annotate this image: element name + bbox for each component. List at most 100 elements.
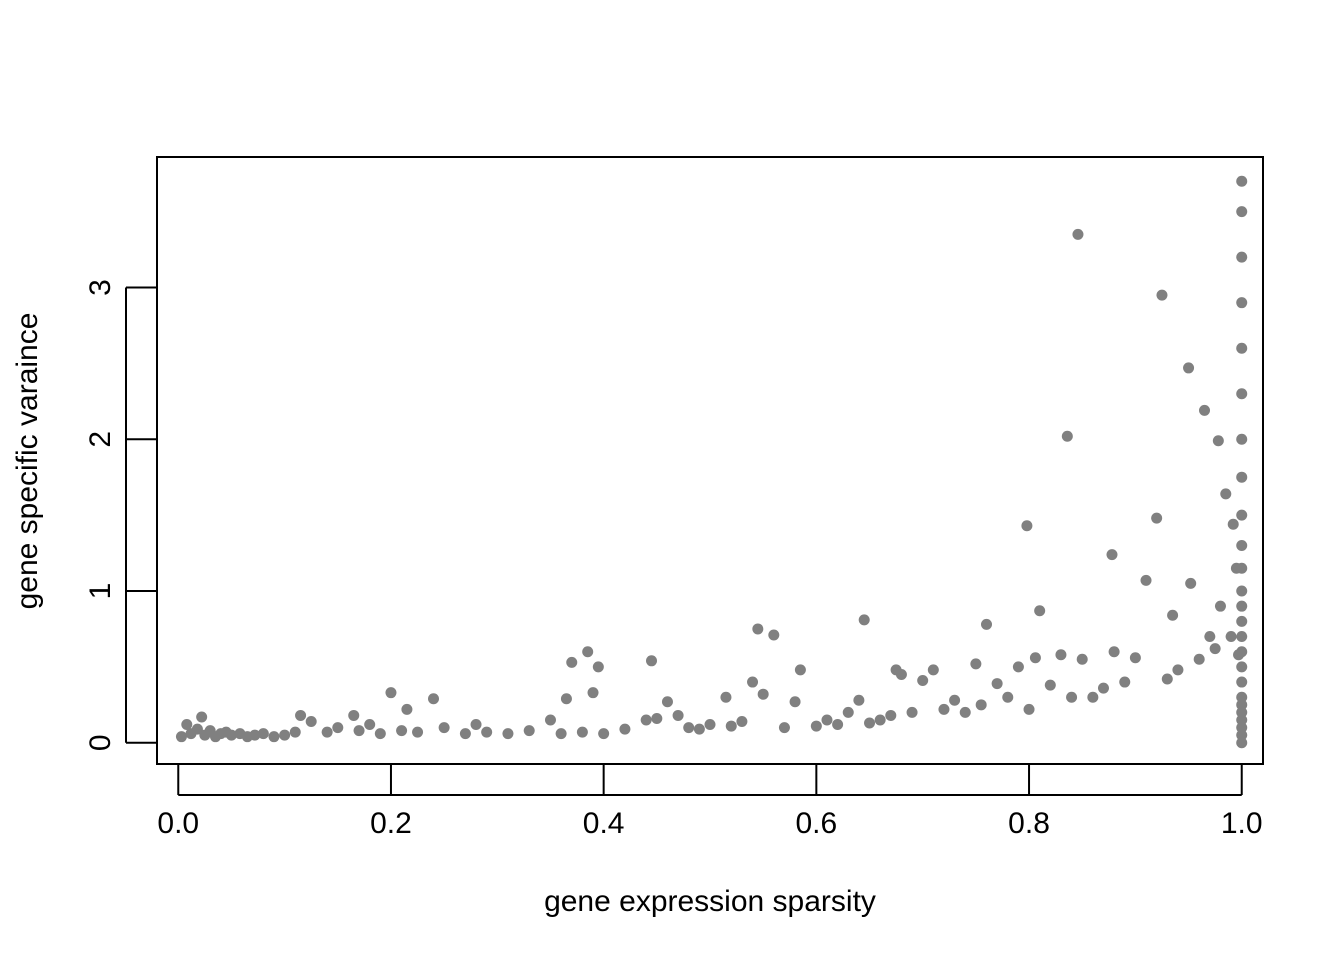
data-point xyxy=(991,678,1003,690)
data-point xyxy=(1236,737,1248,749)
data-point xyxy=(821,714,833,726)
data-point xyxy=(566,656,578,668)
data-point xyxy=(560,693,572,705)
data-point xyxy=(885,709,897,721)
data-point xyxy=(1044,679,1056,691)
data-point xyxy=(1236,206,1248,218)
data-point xyxy=(975,699,987,711)
data-point xyxy=(1185,577,1197,589)
x-tick-label: 0.2 xyxy=(370,807,412,840)
y-tick-label: 3 xyxy=(84,279,117,296)
data-point xyxy=(757,688,769,700)
data-point xyxy=(1236,706,1248,718)
data-point xyxy=(502,728,514,740)
data-point xyxy=(704,719,716,731)
data-point xyxy=(598,728,610,740)
data-point xyxy=(1236,251,1248,263)
data-point xyxy=(768,629,780,641)
data-point xyxy=(1119,676,1131,688)
data-point xyxy=(1012,661,1024,673)
data-point xyxy=(789,696,801,708)
data-point xyxy=(257,728,269,740)
data-point xyxy=(1029,652,1041,664)
y-tick-label: 1 xyxy=(84,583,117,600)
data-point xyxy=(1172,664,1184,676)
data-point xyxy=(1076,653,1088,665)
y-axis-title: gene specific varaince xyxy=(11,313,44,610)
data-point xyxy=(592,661,604,673)
data-point xyxy=(1129,652,1141,664)
data-point xyxy=(778,722,790,734)
data-point xyxy=(906,706,918,718)
data-point xyxy=(1209,643,1221,655)
data-point xyxy=(619,723,631,735)
data-point xyxy=(832,719,844,731)
data-point xyxy=(853,694,865,706)
plot-frame xyxy=(156,156,1264,765)
data-point xyxy=(1193,653,1205,665)
data-point xyxy=(438,722,450,734)
data-point xyxy=(1236,646,1248,658)
data-point xyxy=(1021,520,1033,532)
data-point xyxy=(661,696,673,708)
data-point xyxy=(646,655,658,667)
data-point xyxy=(1236,388,1248,400)
data-point xyxy=(1236,714,1248,726)
data-point xyxy=(981,618,992,630)
data-point xyxy=(1106,549,1118,561)
data-point xyxy=(672,709,684,721)
data-point xyxy=(305,716,317,728)
data-point xyxy=(1087,691,1099,703)
data-point xyxy=(949,694,961,706)
data-point xyxy=(1034,605,1046,617)
y-tick-label: 2 xyxy=(84,431,117,448)
data-point xyxy=(1236,729,1248,741)
data-point xyxy=(353,725,365,737)
data-point xyxy=(1236,585,1248,597)
data-point xyxy=(1236,600,1248,612)
data-point xyxy=(1236,676,1248,688)
data-point xyxy=(1151,512,1163,524)
data-point xyxy=(895,668,907,680)
data-point xyxy=(1199,404,1211,416)
data-point xyxy=(1236,509,1248,521)
data-point xyxy=(470,719,482,731)
data-point xyxy=(810,720,822,732)
data-point xyxy=(736,716,748,728)
data-point xyxy=(1227,518,1239,530)
x-axis-title: gene expression sparsity xyxy=(544,885,876,918)
data-point xyxy=(295,709,307,721)
data-point xyxy=(191,723,203,735)
data-point xyxy=(794,664,806,676)
data-point xyxy=(1204,631,1216,643)
data-point xyxy=(1072,228,1084,240)
data-point xyxy=(651,712,663,724)
y-tick-label: 0 xyxy=(84,734,117,751)
data-point xyxy=(279,729,291,741)
data-point xyxy=(1236,539,1248,551)
data-point xyxy=(1236,631,1248,643)
data-point xyxy=(1236,615,1248,627)
data-point xyxy=(640,714,652,726)
data-point xyxy=(1236,722,1248,734)
data-point xyxy=(1236,342,1248,354)
data-point xyxy=(396,725,408,737)
data-point xyxy=(970,658,982,670)
data-point xyxy=(459,728,471,740)
data-point xyxy=(917,675,929,687)
data-point xyxy=(1220,488,1232,500)
data-point xyxy=(720,691,732,703)
data-point xyxy=(289,726,301,738)
data-point xyxy=(481,726,493,738)
data-point xyxy=(582,646,594,658)
data-point xyxy=(587,687,599,699)
data-point xyxy=(959,706,971,718)
data-point xyxy=(249,729,261,741)
data-point xyxy=(1066,691,1078,703)
data-point xyxy=(364,719,376,731)
data-point xyxy=(1236,175,1248,187)
data-point xyxy=(374,728,386,740)
data-point xyxy=(1055,649,1067,661)
data-point xyxy=(401,703,413,715)
data-point xyxy=(523,725,535,737)
